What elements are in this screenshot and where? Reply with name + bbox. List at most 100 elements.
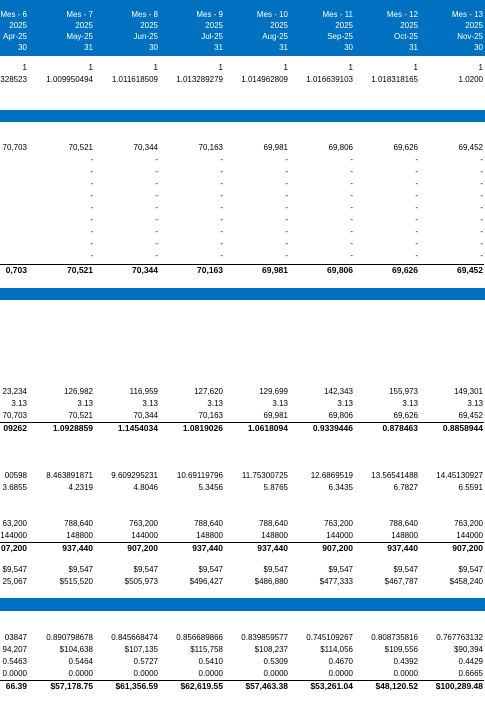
cell: 1.018318165 bbox=[371, 75, 418, 84]
cell: - bbox=[350, 191, 353, 200]
header-month: Mes - 6 bbox=[0, 10, 27, 19]
cell: $505,973 bbox=[124, 577, 158, 586]
cell: 1 bbox=[22, 63, 27, 72]
cell: - bbox=[220, 179, 223, 188]
cell: 3.13 bbox=[402, 399, 418, 408]
header-date: Sep-25 bbox=[327, 32, 353, 41]
cell: 142,343 bbox=[324, 387, 353, 396]
total-cell: 1.1454034 bbox=[117, 423, 158, 433]
header-year: 2025 bbox=[140, 21, 158, 30]
total-cell: 937,440 bbox=[192, 543, 223, 553]
cell: 0.0000 bbox=[2, 669, 27, 678]
cell: 148800 bbox=[66, 531, 93, 540]
total-cell: 70,521 bbox=[67, 265, 93, 275]
header-date: May-25 bbox=[66, 32, 93, 41]
total-cell: $48,120.52 bbox=[375, 681, 418, 691]
header-month: Mes - 9 bbox=[196, 10, 223, 19]
cell: $104,638 bbox=[59, 645, 93, 654]
cell: 6.5591 bbox=[458, 483, 483, 492]
cell: - bbox=[220, 215, 223, 224]
header-year: 2025 bbox=[9, 21, 27, 30]
cell: 1.014962809 bbox=[241, 75, 288, 84]
cell: 9.609295231 bbox=[111, 471, 158, 480]
cell: 144000 bbox=[0, 531, 27, 540]
cell: 23,234 bbox=[2, 387, 27, 396]
cell: 0.5463 bbox=[2, 657, 27, 666]
cell: - bbox=[415, 239, 418, 248]
cell: - bbox=[350, 239, 353, 248]
header-date: Aug-25 bbox=[262, 32, 288, 41]
cell: 3.13 bbox=[207, 399, 223, 408]
cell: - bbox=[285, 239, 288, 248]
cell: 14.45130927 bbox=[436, 471, 483, 480]
cell: 0.767763132 bbox=[436, 633, 483, 642]
cell: - bbox=[90, 227, 93, 236]
total-cell: 69,806 bbox=[327, 265, 353, 275]
header-month: Mes - 11 bbox=[322, 10, 353, 19]
cell: 4.2319 bbox=[68, 483, 93, 492]
header-year: 2025 bbox=[400, 21, 418, 30]
total-cell: 0.8858944 bbox=[442, 423, 483, 433]
cell: 3.13 bbox=[11, 399, 27, 408]
cell: - bbox=[155, 167, 158, 176]
cell: 70,521 bbox=[68, 143, 93, 152]
cell: 70,344 bbox=[133, 411, 158, 420]
cell: 0.5309 bbox=[263, 657, 288, 666]
cell: 788,640 bbox=[64, 519, 93, 528]
header-days: 31 bbox=[279, 43, 288, 52]
cell: - bbox=[155, 215, 158, 224]
cell: - bbox=[480, 155, 483, 164]
cell: 0.856689866 bbox=[176, 633, 223, 642]
cell: - bbox=[415, 155, 418, 164]
cell: - bbox=[155, 203, 158, 212]
header-year: 2025 bbox=[335, 21, 353, 30]
cell: 3.13 bbox=[337, 399, 353, 408]
cell: $458,240 bbox=[449, 577, 483, 586]
cell: 69,452 bbox=[458, 411, 483, 420]
cell: - bbox=[155, 251, 158, 260]
cell: - bbox=[220, 203, 223, 212]
cell: - bbox=[415, 203, 418, 212]
cell: - bbox=[415, 167, 418, 176]
cell: - bbox=[285, 215, 288, 224]
cell: 0.0000 bbox=[393, 669, 418, 678]
cell: 0.5464 bbox=[68, 657, 93, 666]
header-days: 30 bbox=[474, 43, 483, 52]
cell: 3.13 bbox=[272, 399, 288, 408]
cell: 0.4392 bbox=[393, 657, 418, 666]
cell: $9,547 bbox=[393, 565, 418, 574]
cell: 127,620 bbox=[194, 387, 223, 396]
cell: - bbox=[415, 191, 418, 200]
cell: $108,237 bbox=[254, 645, 288, 654]
cell: 148800 bbox=[196, 531, 223, 540]
cell: - bbox=[90, 191, 93, 200]
header-days: 31 bbox=[409, 43, 418, 52]
cell: 8.463891871 bbox=[46, 471, 93, 480]
cell: - bbox=[90, 203, 93, 212]
cell: - bbox=[285, 179, 288, 188]
cell: 3.6855 bbox=[2, 483, 27, 492]
cell: - bbox=[285, 203, 288, 212]
cell: 6.7827 bbox=[393, 483, 418, 492]
cell: 10.69119796 bbox=[176, 471, 223, 480]
cell: 13.56541488 bbox=[371, 471, 418, 480]
cell: 149,301 bbox=[454, 387, 483, 396]
cell: - bbox=[480, 239, 483, 248]
cell: 0.5727 bbox=[133, 657, 158, 666]
section-band bbox=[0, 598, 485, 611]
cell: 1.013289279 bbox=[176, 75, 223, 84]
cell: 63,200 bbox=[2, 519, 27, 528]
cell: 6.3435 bbox=[328, 483, 353, 492]
cell: 126,982 bbox=[64, 387, 93, 396]
cell: - bbox=[155, 239, 158, 248]
header-year: 2025 bbox=[75, 21, 93, 30]
cell: - bbox=[415, 179, 418, 188]
cell: 69,806 bbox=[328, 411, 353, 420]
cell: - bbox=[415, 227, 418, 236]
header-days: 30 bbox=[344, 43, 353, 52]
cell: - bbox=[350, 179, 353, 188]
cell: - bbox=[480, 191, 483, 200]
cell: $9,547 bbox=[68, 565, 93, 574]
cell: 3.13 bbox=[142, 399, 158, 408]
header-band bbox=[0, 0, 485, 56]
